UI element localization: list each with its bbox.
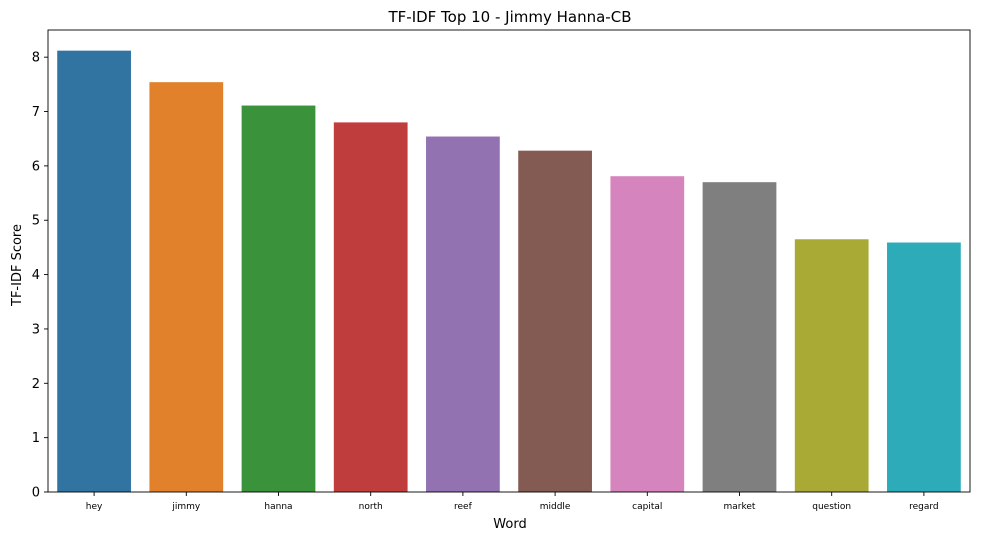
y-axis-label: TF-IDF Score bbox=[10, 224, 25, 307]
x-tick-label-north: north bbox=[359, 502, 383, 512]
bar-question bbox=[794, 239, 869, 492]
chart-title: TF-IDF Top 10 - Jimmy Hanna-CB bbox=[387, 8, 631, 26]
x-tick-label-question: question bbox=[812, 502, 851, 512]
x-axis-label: Word bbox=[493, 517, 526, 532]
y-tick-label-8: 8 bbox=[32, 51, 40, 66]
bar-north bbox=[333, 122, 408, 493]
y-tick-label-6: 6 bbox=[32, 159, 40, 174]
bar-capital bbox=[610, 176, 685, 492]
bar-reef bbox=[426, 136, 500, 492]
plot-frame bbox=[47, 29, 971, 493]
bar-jimmy bbox=[149, 82, 224, 492]
x-axis-ticks: hey jimmy hanna north reef middle capital marke… bbox=[86, 492, 939, 512]
x-tick-label-hanna: hanna bbox=[264, 502, 292, 512]
x-tick-label-jimmy: jimmy bbox=[171, 502, 201, 512]
bar-market bbox=[702, 182, 777, 492]
x-tick-label-market: market bbox=[724, 502, 756, 512]
bar-hanna bbox=[241, 105, 316, 492]
x-tick-label-hey: hey bbox=[86, 502, 103, 512]
y-tick-label-4: 4 bbox=[32, 268, 40, 283]
bar-regard bbox=[887, 242, 961, 492]
x-tick-label-middle: middle bbox=[540, 502, 571, 512]
y-axis-ticks: 0 1 2 3 4 5 6 7 8 bbox=[32, 51, 48, 501]
y-tick-label-2: 2 bbox=[32, 377, 40, 392]
y-tick-label-5: 5 bbox=[32, 214, 40, 229]
y-tick-label-1: 1 bbox=[32, 431, 40, 446]
bar-middle bbox=[518, 150, 592, 493]
bars-group bbox=[57, 50, 961, 493]
y-tick-label-7: 7 bbox=[32, 105, 40, 120]
x-tick-label-regard: regard bbox=[909, 502, 939, 512]
bar-hey bbox=[57, 50, 131, 493]
x-tick-label-reef: reef bbox=[454, 502, 473, 512]
y-tick-label-3: 3 bbox=[32, 322, 40, 337]
y-tick-label-0: 0 bbox=[32, 486, 40, 501]
x-tick-label-capital: capital bbox=[632, 502, 662, 512]
